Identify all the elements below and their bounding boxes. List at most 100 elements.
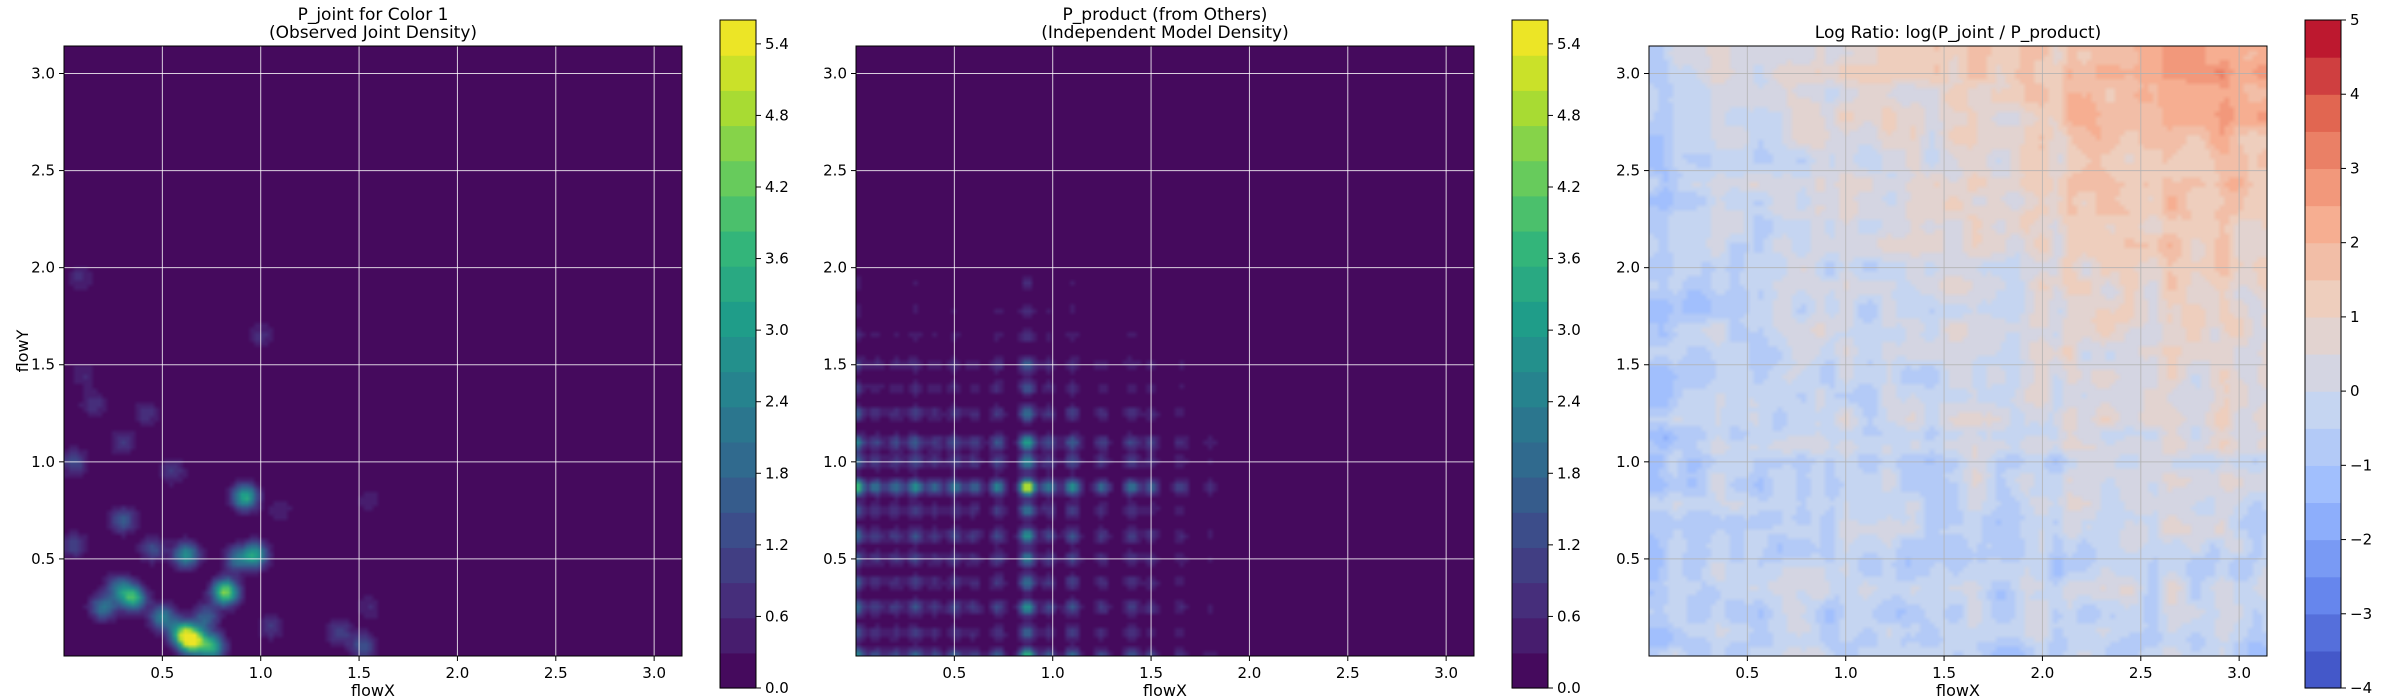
colorbar-band bbox=[1512, 195, 1548, 232]
colorbar-band bbox=[2305, 391, 2341, 429]
y-axis-label: flowY bbox=[13, 329, 32, 372]
colorbar-tick-label: 3.6 bbox=[1557, 250, 1581, 268]
colorbar-band bbox=[720, 301, 756, 338]
colorbar-tick-label: 5.4 bbox=[765, 35, 789, 53]
x-tick-label: 0.5 bbox=[150, 664, 174, 682]
colorbar-band bbox=[2305, 354, 2341, 392]
x-tick-label: 1.5 bbox=[1932, 664, 1956, 682]
x-tick-label: 0.5 bbox=[1735, 664, 1759, 682]
colorbar-tick-label: 5 bbox=[2350, 11, 2360, 29]
colorbar-band bbox=[2305, 650, 2341, 689]
colorbar-tick-label: 2.4 bbox=[1557, 393, 1581, 411]
y-tick-label: 1.5 bbox=[823, 356, 847, 374]
panel-1: 0.5 1.0 1.5 2.0 2.5 3.0 0.5 1.0 1.5 2.0 2.5 3.0 flow… bbox=[13, 5, 789, 700]
chart-title: P_product (from Others) bbox=[1063, 5, 1268, 25]
colorbar-band bbox=[2305, 20, 2341, 58]
colorbar-tick-label: 3 bbox=[2350, 159, 2360, 177]
chart-subtitle: (Observed Joint Density) bbox=[269, 23, 477, 43]
colorbar-frame bbox=[2304, 19, 2342, 689]
x-tick-label: 2.5 bbox=[544, 664, 568, 682]
y-tick-label: 3.0 bbox=[823, 64, 847, 82]
colorbar-band bbox=[720, 20, 756, 56]
x-tick-label: 2.0 bbox=[2031, 664, 2055, 682]
colorbar-band bbox=[720, 230, 756, 267]
axes-frame bbox=[855, 45, 1475, 657]
colorbar-tick-label: 0.6 bbox=[765, 607, 789, 625]
colorbar-tick-label: 4.2 bbox=[765, 178, 789, 196]
x-tick-label: 2.0 bbox=[446, 664, 470, 682]
x-tick-label: 2.5 bbox=[2129, 664, 2153, 682]
x-tick-label: 3.0 bbox=[1434, 664, 1458, 682]
x-tick-label: 3.0 bbox=[2227, 664, 2251, 682]
colorbar-tick-label: −3 bbox=[2350, 605, 2372, 623]
y-tick-label: 2.5 bbox=[823, 162, 847, 180]
colorbar-frame bbox=[1511, 19, 1549, 689]
colorbar-band bbox=[1512, 160, 1548, 197]
colorbar-band bbox=[720, 266, 756, 302]
colorbar-tick-label: 3.6 bbox=[765, 250, 789, 268]
chart-subtitle: (Independent Model Density) bbox=[1041, 23, 1289, 43]
colorbar-band bbox=[720, 547, 756, 584]
x-tick-label: 1.5 bbox=[1139, 664, 1163, 682]
colorbar-band bbox=[720, 582, 756, 619]
y-tick-label: 2.5 bbox=[1616, 162, 1640, 180]
colorbar-tick-label: 1.8 bbox=[1557, 464, 1581, 482]
colorbar-frame bbox=[719, 19, 757, 689]
y-tick-label: 2.0 bbox=[823, 259, 847, 277]
colorbar-band bbox=[2305, 465, 2341, 504]
x-axis-label: flowX bbox=[351, 681, 395, 700]
x-tick-label: 2.5 bbox=[1336, 664, 1360, 682]
colorbar: 0.0 0.6 1.2 1.8 2.4 3.0 3.6 4.2 4.8 5.4 bbox=[1511, 19, 1581, 697]
chart-title: Log Ratio: log(P_joint / P_product) bbox=[1815, 23, 2101, 43]
colorbar-band bbox=[2305, 279, 2341, 318]
colorbar-tick-label: 1.2 bbox=[765, 536, 789, 554]
colorbar-band bbox=[1512, 477, 1548, 513]
colorbar-band bbox=[1512, 55, 1548, 91]
colorbar-tick-label: 5.4 bbox=[1557, 35, 1581, 53]
colorbar-band bbox=[720, 125, 756, 162]
colorbar-band bbox=[2305, 613, 2341, 652]
colorbar-band bbox=[1512, 441, 1548, 478]
colorbar-tick-label: −1 bbox=[2350, 456, 2372, 474]
colorbar-band bbox=[2305, 428, 2341, 466]
colorbar-band bbox=[1512, 230, 1548, 267]
colorbar-tick-label: 4 bbox=[2350, 85, 2360, 103]
colorbar-tick-label: 0 bbox=[2350, 382, 2360, 400]
axes-frame bbox=[1648, 45, 2268, 657]
colorbar-band bbox=[1512, 266, 1548, 302]
colorbar-band bbox=[2305, 316, 2341, 355]
x-tick-label: 1.0 bbox=[249, 664, 273, 682]
colorbar-band bbox=[1512, 652, 1548, 689]
colorbar-band bbox=[2305, 539, 2341, 578]
colorbar-band bbox=[720, 441, 756, 478]
colorbar-tick-label: 3.0 bbox=[1557, 321, 1581, 339]
colorbar-band bbox=[720, 406, 756, 443]
colorbar-tick-label: −4 bbox=[2350, 679, 2372, 697]
heatmap-image bbox=[856, 46, 1474, 656]
axes-frame bbox=[63, 45, 683, 657]
heatmap-image bbox=[64, 46, 682, 656]
colorbar-band bbox=[720, 371, 756, 408]
y-tick-label: 0.5 bbox=[823, 550, 847, 568]
colorbar-band bbox=[1512, 547, 1548, 584]
colorbar-band bbox=[1512, 512, 1548, 548]
x-axis-label: flowX bbox=[1936, 681, 1980, 700]
colorbar-tick-label: 4.8 bbox=[765, 106, 789, 124]
colorbar-band bbox=[2305, 242, 2341, 281]
colorbar-band bbox=[2305, 94, 2341, 132]
colorbar-band bbox=[720, 652, 756, 689]
chart-title: P_joint for Color 1 bbox=[298, 5, 449, 25]
colorbar-band bbox=[720, 160, 756, 197]
colorbar-tick-label: 1.2 bbox=[1557, 536, 1581, 554]
y-tick-label: 0.5 bbox=[1616, 550, 1640, 568]
y-tick-label: 2.0 bbox=[31, 259, 55, 277]
x-tick-label: 3.0 bbox=[642, 664, 666, 682]
colorbar-band bbox=[720, 55, 756, 91]
colorbar-band bbox=[2305, 502, 2341, 541]
colorbar-band bbox=[2305, 205, 2341, 244]
x-axis-label: flowX bbox=[1143, 681, 1187, 700]
colorbar-band bbox=[1512, 125, 1548, 162]
x-tick-label: 0.5 bbox=[942, 664, 966, 682]
colorbar-tick-label: 0.0 bbox=[1557, 679, 1581, 697]
panel-2: 0.5 1.0 1.5 2.0 2.5 3.0 0.5 1.0 1.5 2.0 2.5 3.0 flow… bbox=[823, 5, 1581, 700]
